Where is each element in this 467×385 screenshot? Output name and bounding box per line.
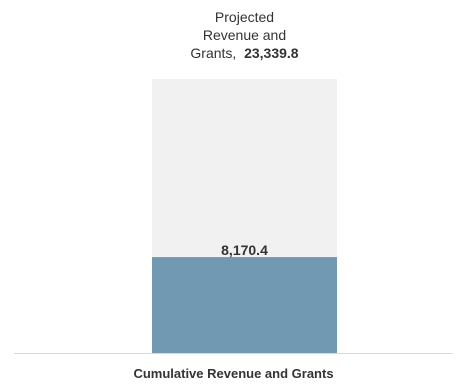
projected-label-line-1: Projected — [214, 9, 275, 25]
cumulative-bar — [152, 257, 337, 353]
x-axis-label: Cumulative Revenue and Grants — [133, 366, 334, 381]
projected-label: Projected Revenue and Grants, 23,339.8 — [152, 8, 337, 62]
projected-label-line-3: Grants, — [190, 45, 237, 61]
projected-label-line-2: Revenue and — [202, 27, 287, 43]
cumulative-value-label: 8,170.4 — [221, 242, 268, 259]
projected-value-label: 23,339.8 — [244, 45, 299, 61]
